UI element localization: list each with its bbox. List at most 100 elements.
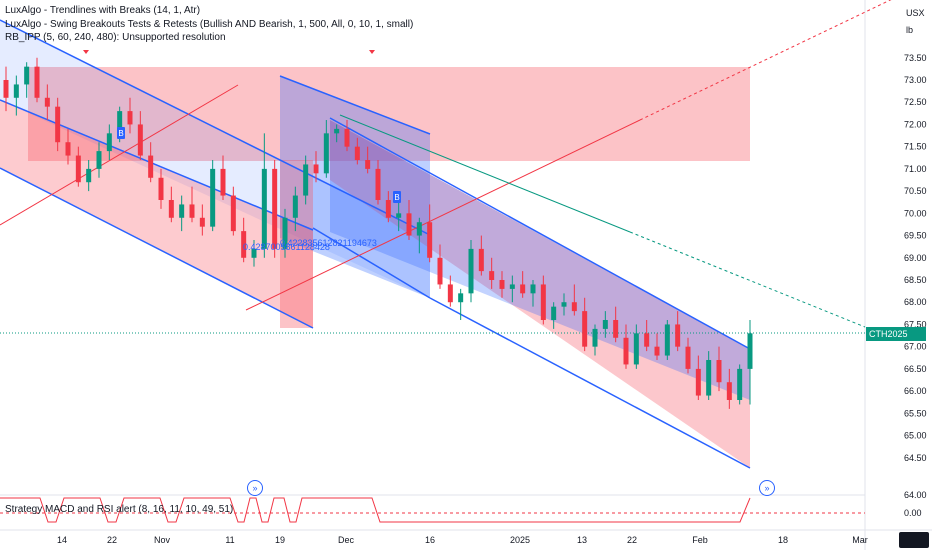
time-tick-label: 18: [778, 535, 788, 545]
candle-body: [354, 146, 360, 160]
candle-body: [261, 168, 267, 249]
candle-body: [499, 280, 505, 289]
breakout-marker-label: B: [118, 129, 123, 138]
channel-fill-right-red: [330, 120, 750, 468]
candle-body: [489, 271, 495, 280]
candle-body: [685, 346, 691, 369]
candle-body: [323, 133, 329, 174]
candle-body: [726, 382, 732, 400]
channel-line-7: [0, 99, 314, 231]
candle-body: [458, 293, 464, 303]
breakout-marker: [117, 127, 125, 139]
candle-body: [530, 284, 536, 294]
candle-body: [747, 333, 753, 369]
candle-body: [623, 337, 629, 365]
candle-body: [148, 155, 154, 178]
candle-body: [158, 177, 164, 200]
candle-body: [695, 368, 701, 396]
jump-forward-icon-2[interactable]: »: [759, 480, 775, 496]
candle-body: [602, 320, 608, 329]
legend-swing-breakouts[interactable]: LuxAlgo - Swing Breakouts Tests & Retest…: [5, 19, 414, 30]
pivot-marker: [369, 50, 375, 54]
legend-trendlines[interactable]: LuxAlgo - Trendlines with Breaks (14, 1,…: [5, 5, 201, 16]
candle-body: [75, 155, 81, 183]
candle-body: [365, 160, 371, 169]
candle-body: [540, 284, 546, 320]
oscillator-zero-label: 0.00: [904, 508, 922, 518]
supply-zone: [28, 67, 750, 161]
channel-line-4: [312, 227, 431, 299]
candle-body: [282, 217, 288, 249]
pivot-marker: [83, 50, 89, 54]
candle-body: [344, 128, 350, 147]
channel-fill-left: [0, 20, 430, 298]
candle-body: [520, 284, 526, 294]
candle-body: [478, 248, 484, 272]
candle-body: [447, 284, 453, 303]
legend-rb-ipp[interactable]: RB_IPP (5, 60, 240, 480): Unsupported re…: [5, 32, 226, 43]
trendline-teal: [339, 114, 631, 233]
candle-body: [468, 248, 474, 294]
trendline-red: [245, 119, 641, 311]
candle-body: [55, 106, 61, 143]
candle-body: [137, 124, 143, 156]
time-tick-label: Mar: [852, 535, 868, 545]
time-tick-label: 22: [107, 535, 117, 545]
candle-body: [375, 168, 381, 200]
candle-body: [272, 168, 278, 249]
candle-body: [3, 80, 9, 98]
candle-body: [706, 360, 712, 396]
currency-label: USX: [906, 8, 925, 18]
price-tick-label: 72.00: [904, 119, 927, 129]
candle-body: [416, 222, 422, 236]
candle-body: [664, 324, 670, 356]
candle-body: [633, 333, 639, 365]
time-tick-label: Dec: [338, 535, 355, 545]
channel-line-3: [279, 75, 431, 135]
price-tick-label: 67.50: [904, 319, 927, 329]
candle-body: [334, 128, 340, 134]
candle-body: [117, 111, 123, 134]
price-tick-label: 69.50: [904, 231, 927, 241]
candle-body: [406, 213, 412, 236]
tradingview-logo: [899, 532, 929, 548]
last-price-tag: CTH2025 67.45: [866, 327, 926, 353]
price-tick-label: 73.00: [904, 75, 927, 85]
candle-body: [179, 204, 185, 218]
legend-strategy[interactable]: Strategy MACD and RSI alert (8, 16, 11, …: [5, 504, 234, 515]
candle-body: [737, 368, 743, 400]
candle-body: [592, 328, 598, 347]
candle-body: [427, 222, 433, 258]
channel-fill-mid: [280, 76, 430, 298]
candle-body: [220, 168, 226, 196]
price-tick-label: 68.00: [904, 297, 927, 307]
oscillator-line: [0, 497, 751, 523]
channel-line-6: [429, 297, 751, 469]
candle-body: [313, 164, 319, 174]
symbol-label: CTH2025: [869, 329, 908, 339]
channel-fill-right-blue: [330, 120, 750, 400]
candle-body: [13, 84, 19, 98]
breakout-marker: [393, 191, 401, 203]
candle-body: [230, 195, 236, 232]
price-tick-label: 67.00: [904, 342, 927, 352]
candle-body: [210, 168, 216, 227]
time-tick-label: 22: [627, 535, 637, 545]
candle-body: [65, 142, 71, 156]
candle-body: [241, 231, 247, 258]
lower-tick-label: 64.00: [904, 490, 927, 500]
candle-body: [292, 195, 298, 218]
unit-label: lb: [906, 25, 914, 35]
trendline-teal-ext: [629, 231, 866, 328]
time-tick-label: 16: [425, 535, 435, 545]
price-tick-label: 71.50: [904, 142, 927, 152]
jump-forward-icon[interactable]: »: [247, 480, 263, 496]
candle-body: [509, 284, 515, 289]
candle-body: [396, 213, 402, 218]
candle-body: [675, 324, 681, 347]
candle-body: [127, 111, 133, 125]
candle-body: [303, 164, 309, 196]
time-tick-label: Nov: [154, 535, 171, 545]
candle-body: [437, 257, 443, 285]
